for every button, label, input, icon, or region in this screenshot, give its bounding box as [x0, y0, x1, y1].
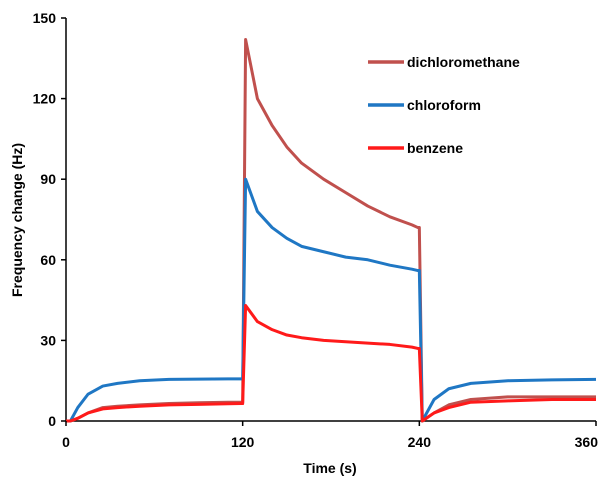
series-layer [66, 37, 597, 423]
y-tick-label: 0 [48, 413, 56, 429]
legend-label-chloroform: chloroform [407, 97, 481, 113]
x-axis-title: Time (s) [303, 460, 356, 476]
y-tick-label: 60 [40, 252, 56, 268]
x-tick-label: 0 [62, 434, 70, 450]
x-tick-label: 120 [231, 434, 255, 450]
series-line-dichloromethane [66, 37, 596, 423]
series-line-benzene [66, 303, 596, 423]
x-tick-label: 360 [575, 434, 598, 450]
y-axis-title: Frequency change (Hz) [9, 143, 25, 297]
y-axis-ticks: 0 30 60 90 120 150 [33, 10, 66, 429]
series-line-chloroform [66, 177, 597, 423]
y-tick-label: 150 [33, 10, 57, 26]
legend-label-benzene: benzene [407, 140, 463, 156]
y-tick-label: 90 [40, 171, 56, 187]
plot-area [65, 18, 596, 422]
legend-label-dichloromethane: dichloromethane [407, 54, 520, 70]
x-axis-ticks: 0 120 240 360 [62, 421, 598, 450]
legend: dichloromethane chloroform benzene [368, 54, 520, 156]
x-tick-label: 240 [408, 434, 432, 450]
y-tick-label: 120 [33, 91, 57, 107]
y-tick-label: 30 [40, 332, 56, 348]
